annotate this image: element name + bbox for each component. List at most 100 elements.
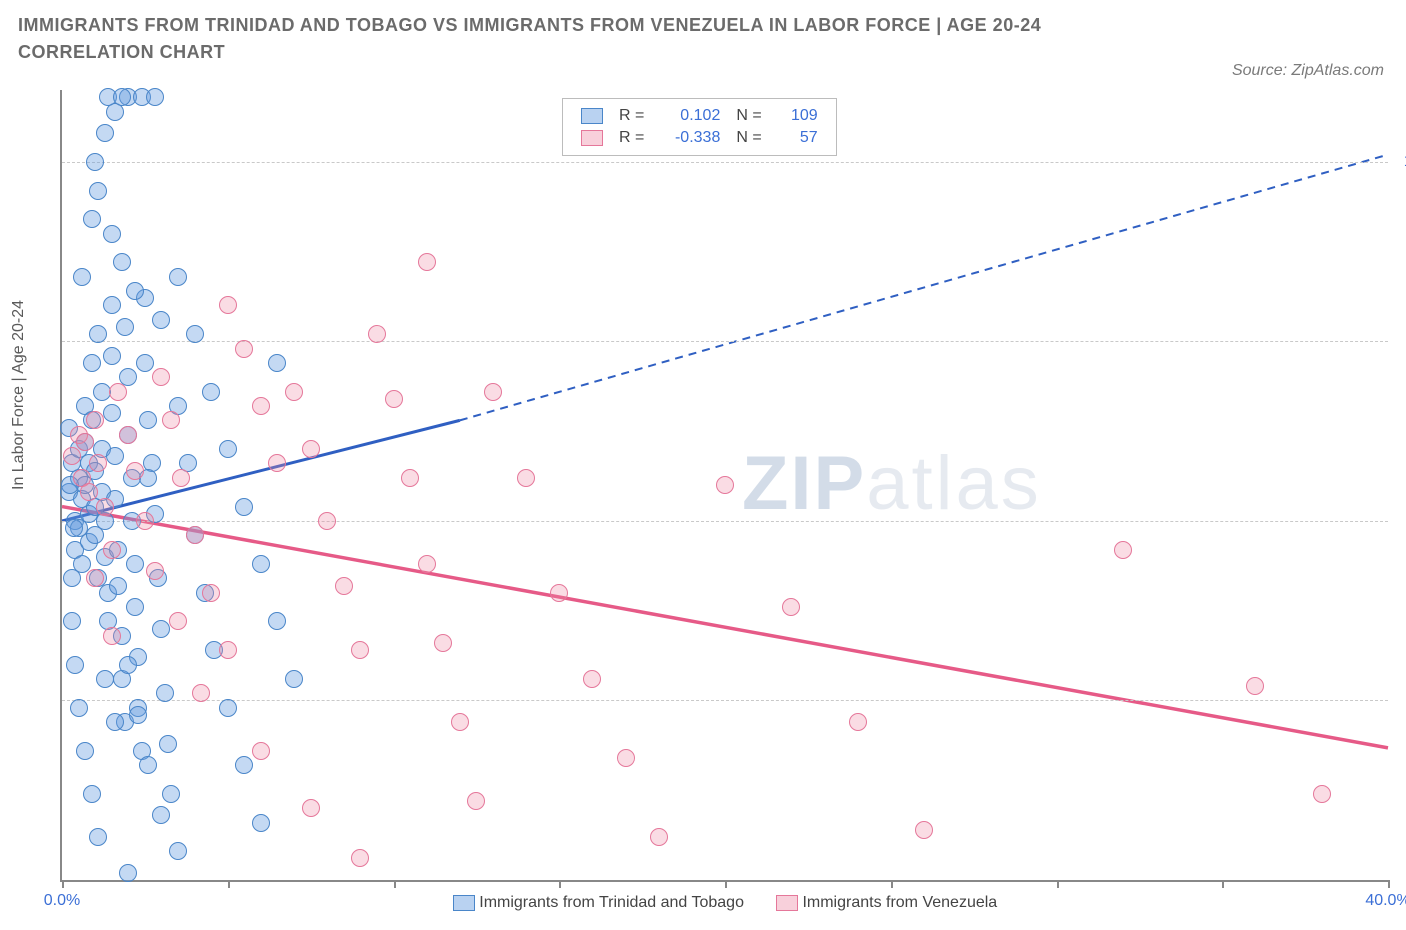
data-point [136,512,154,530]
data-point [70,699,88,717]
data-point [109,383,127,401]
data-point [139,756,157,774]
data-point [782,598,800,616]
data-point [219,296,237,314]
legend-label: Immigrants from Venezuela [802,894,997,911]
data-point [268,354,286,372]
data-point [152,806,170,824]
data-point [86,569,104,587]
y-tick-label: 62.5% [1398,691,1406,709]
data-point [849,713,867,731]
data-point [83,210,101,228]
data-point [86,153,104,171]
data-point [235,756,253,774]
data-point [550,584,568,602]
legend-swatch [581,130,603,146]
data-point [96,670,114,688]
data-point [716,476,734,494]
x-tick [1057,880,1059,888]
data-point [1114,541,1132,559]
data-point [451,713,469,731]
x-tick [394,880,396,888]
data-point [152,620,170,638]
x-tick [725,880,727,888]
data-point [126,598,144,616]
x-tick [1388,880,1390,888]
chart-title: IMMIGRANTS FROM TRINIDAD AND TOBAGO VS I… [18,12,1168,66]
data-point [146,562,164,580]
legend-swatch [581,108,603,124]
data-point [268,454,286,472]
data-point [517,469,535,487]
data-point [302,440,320,458]
x-tick [1222,880,1224,888]
x-tick-label: 0.0% [44,892,80,910]
data-point [192,684,210,702]
data-point [268,612,286,630]
data-point [129,706,147,724]
data-point [484,383,502,401]
data-point [172,469,190,487]
data-point [915,821,933,839]
data-point [83,354,101,372]
data-point [351,641,369,659]
data-point [1246,677,1264,695]
data-point [113,253,131,271]
data-point [156,684,174,702]
data-point [76,433,94,451]
data-point [76,742,94,760]
legend-stats-row: R =0.102N =109 [573,105,826,127]
data-point [186,526,204,544]
x-tick [891,880,893,888]
data-point [96,498,114,516]
legend-item: Immigrants from Venezuela [776,894,997,912]
data-point [418,555,436,573]
data-point [418,253,436,271]
n-value: 57 [770,127,826,149]
data-point [335,577,353,595]
data-point [66,656,84,674]
data-point [73,268,91,286]
scatter-chart: ZIPatlas R =0.102N =109R =-0.338N =57 Im… [60,90,1388,882]
data-point [318,512,336,530]
data-point [385,390,403,408]
data-point [146,88,164,106]
data-point [89,454,107,472]
gridline-h [62,521,1388,522]
data-point [1313,785,1331,803]
data-point [103,404,121,422]
data-point [63,447,81,465]
gridline-h [62,700,1388,701]
data-point [113,88,131,106]
data-point [136,354,154,372]
legend-stats-box: R =0.102N =109R =-0.338N =57 [562,98,837,156]
x-tick [559,880,561,888]
data-point [252,814,270,832]
data-point [368,325,386,343]
data-point [119,656,137,674]
data-point [583,670,601,688]
data-point [65,519,83,537]
gridline-h [62,341,1388,342]
legend-swatch [453,895,475,911]
data-point [467,792,485,810]
data-point [109,577,127,595]
data-point [169,842,187,860]
data-point [285,670,303,688]
data-point [152,368,170,386]
data-point [126,555,144,573]
data-point [434,634,452,652]
data-point [116,318,134,336]
data-point [126,462,144,480]
data-point [202,383,220,401]
source-label: Source: ZipAtlas.com [1232,62,1384,80]
data-point [106,713,124,731]
data-point [80,483,98,501]
data-point [650,828,668,846]
data-point [103,627,121,645]
data-point [103,225,121,243]
data-point [89,182,107,200]
data-point [106,447,124,465]
data-point [83,785,101,803]
data-point [202,584,220,602]
